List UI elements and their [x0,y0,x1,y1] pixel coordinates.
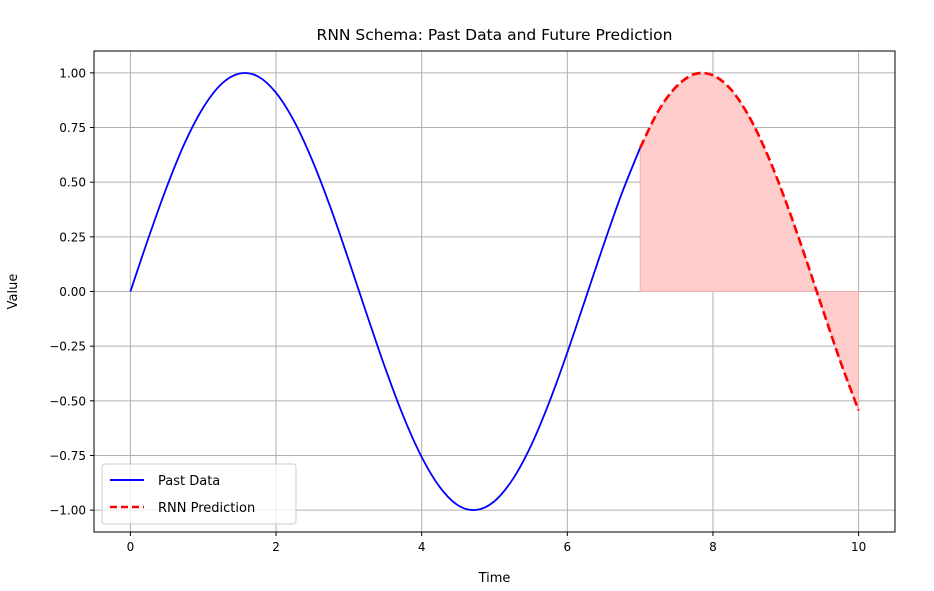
x-tick-label-0: 0 [127,540,135,554]
y-tick-label-7: −0.75 [49,449,86,463]
legend-box [101,463,297,525]
y-tick-label-5: −0.25 [49,340,86,354]
x-tick-label-1: 2 [272,540,280,554]
y-axis-label: Value [6,274,21,310]
legend: Past Data RNN Prediction [101,463,297,525]
y-tick-label-1: 0.75 [59,121,86,135]
x-tick-label-5: 10 [851,540,866,554]
legend-label-rnn-prediction: RNN Prediction [158,501,255,516]
chart-title: RNN Schema: Past Data and Future Predict… [317,26,673,44]
x-axis-label: Time [478,571,511,586]
legend-label-past-data: Past Data [158,474,220,489]
x-tick-label-2: 4 [418,540,426,554]
y-tick-label-3: 0.25 [59,230,86,244]
y-tick-label-6: −0.50 [49,394,86,408]
x-tick-label-4: 8 [709,540,717,554]
y-tick-label-0: 1.00 [59,66,86,80]
y-tick-label-4: 0.00 [59,285,86,299]
series-lines [129,71,860,511]
series-line-past-data [129,72,641,511]
axis-ticks: 0 2 4 6 8 10 1.00 0.75 0.50 0.25 0.00 −0.25 −0.50 −0.… [49,66,866,554]
x-tick-label-3: 6 [563,540,571,554]
y-tick-label-8: −1.00 [49,504,86,518]
series-line-rnn-prediction [638,71,860,411]
y-tick-label-2: 0.50 [59,176,86,190]
